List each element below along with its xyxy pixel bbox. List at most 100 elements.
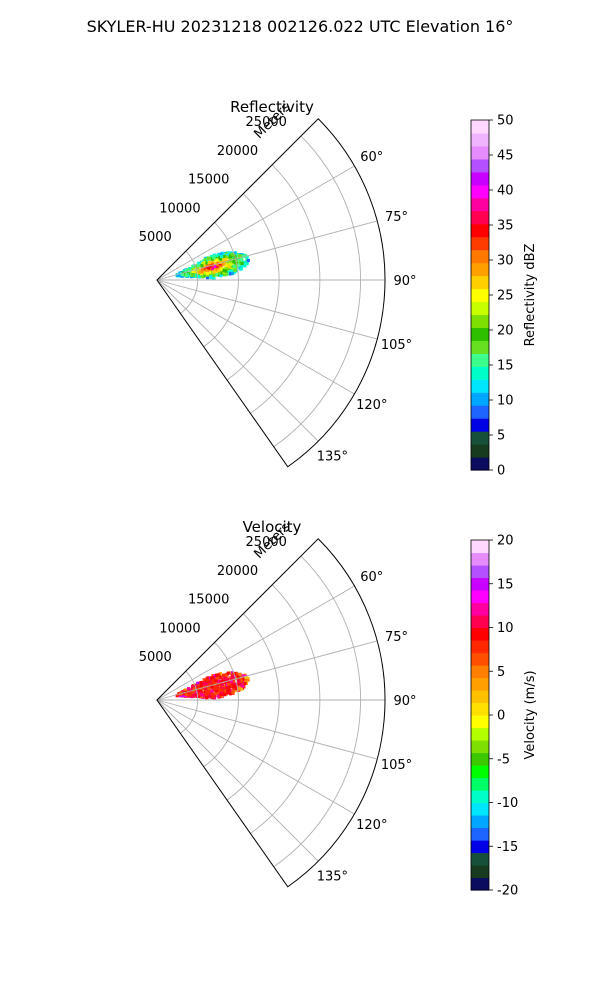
echo-cell [244,678,248,682]
colorbar-segment [471,652,489,666]
colorbar-segment [471,552,489,566]
echo-cell [203,686,207,690]
echo-cell [216,268,221,273]
echo-cell [218,255,222,259]
echo-cell [240,261,244,265]
echo-cell [198,273,202,277]
echo-cell [238,254,242,258]
colorbar-segment [471,314,489,328]
echo-cell [230,675,234,679]
echo-cell [204,261,208,265]
echo-cell [219,690,223,694]
echo-cell [202,682,206,686]
colorbar-segment [471,171,489,186]
azimuth-gridline [156,699,355,815]
colorbar-segment [471,802,489,816]
echo-cell [221,263,225,267]
echo-cell [230,269,234,274]
echo-cell [195,274,199,278]
colorbar-segment [471,877,489,891]
echo-cell [225,252,229,256]
echo-cell [200,264,204,268]
echo-cell [204,258,208,262]
echo-cell [229,258,233,262]
echo-cell [226,671,230,675]
colorbar-segment [471,353,489,367]
echo-cell [191,690,195,694]
colorbar-segment [471,677,489,691]
echo-cell [216,686,220,690]
range-ring [203,222,239,348]
echo-cell [226,260,230,264]
colorbar-segment [471,249,489,264]
range-ring [273,555,361,868]
colorbar-segment [471,210,489,225]
echo-cell [225,255,229,259]
colorbar-segment [471,431,489,445]
echo-cell [195,265,199,269]
echo-cell [189,688,193,692]
echo-cell [243,261,247,265]
echo-cell [203,271,208,275]
echo-cell [227,682,231,686]
colorbar-segment [471,301,489,316]
echo-cell [202,264,206,268]
echo-cell [211,692,215,696]
echo-cell [246,258,250,263]
colorbar-tick-label: -15 [497,840,518,855]
echo-cell [234,686,238,691]
echo-cell [208,680,212,684]
angular-tick-label: 120° [356,398,387,413]
range-ring [203,642,239,768]
echo-cell [213,687,217,691]
echo-cell [237,679,241,683]
echo-cell [228,265,232,269]
echo-cell [217,273,221,277]
echo-cell [229,684,233,688]
colorbar-tick-label: 30 [497,254,514,269]
radial-tick-label: 5000 [139,650,172,665]
angular-tick-label: 60° [360,570,383,585]
echo-cell [212,265,216,269]
colorbar-segment [471,752,489,766]
echo-cell [218,679,223,683]
echo-cell [218,262,223,266]
echo-cell [221,693,225,697]
colorbar-segment [471,405,489,419]
radial-tick-label: 5000 [139,230,172,245]
echo-cell [234,261,238,265]
echo-cell [209,254,214,259]
echo-cell [196,692,200,696]
radial-tick-label: 25000 [246,535,287,550]
echo-cell [217,690,221,694]
echo-cell [241,676,245,680]
echo-cell [217,682,221,686]
echo-cell [227,270,231,274]
angular-tick-label: 105° [381,758,412,773]
azimuth-gridline [156,279,319,442]
colorbar-segment [471,236,489,251]
azimuth-gridline [156,699,319,862]
echo-cell [185,273,189,277]
echo-cell [223,674,228,678]
colorbar-segment [471,727,489,741]
colorbar-tick-label: 5 [497,665,505,680]
echo-cell [208,260,212,264]
echo-cell [225,267,229,271]
colorbar-segment [471,615,489,629]
azimuth-gridline [156,165,355,281]
echo-cell [236,264,240,268]
azimuth-gridline [156,699,378,760]
echo-cell [191,265,195,269]
colorbar-tick-label: 20 [497,324,514,339]
echo-cell [210,261,214,265]
echo-cell [222,269,226,273]
colorbar-segment [471,740,489,754]
range-ring [226,193,280,381]
echo-cell [226,272,230,276]
radial-tick-label: 25000 [246,115,287,130]
range-ring [273,135,361,448]
echo-cell [198,261,202,266]
echo-cell [200,275,205,279]
echo-cell [206,678,210,682]
